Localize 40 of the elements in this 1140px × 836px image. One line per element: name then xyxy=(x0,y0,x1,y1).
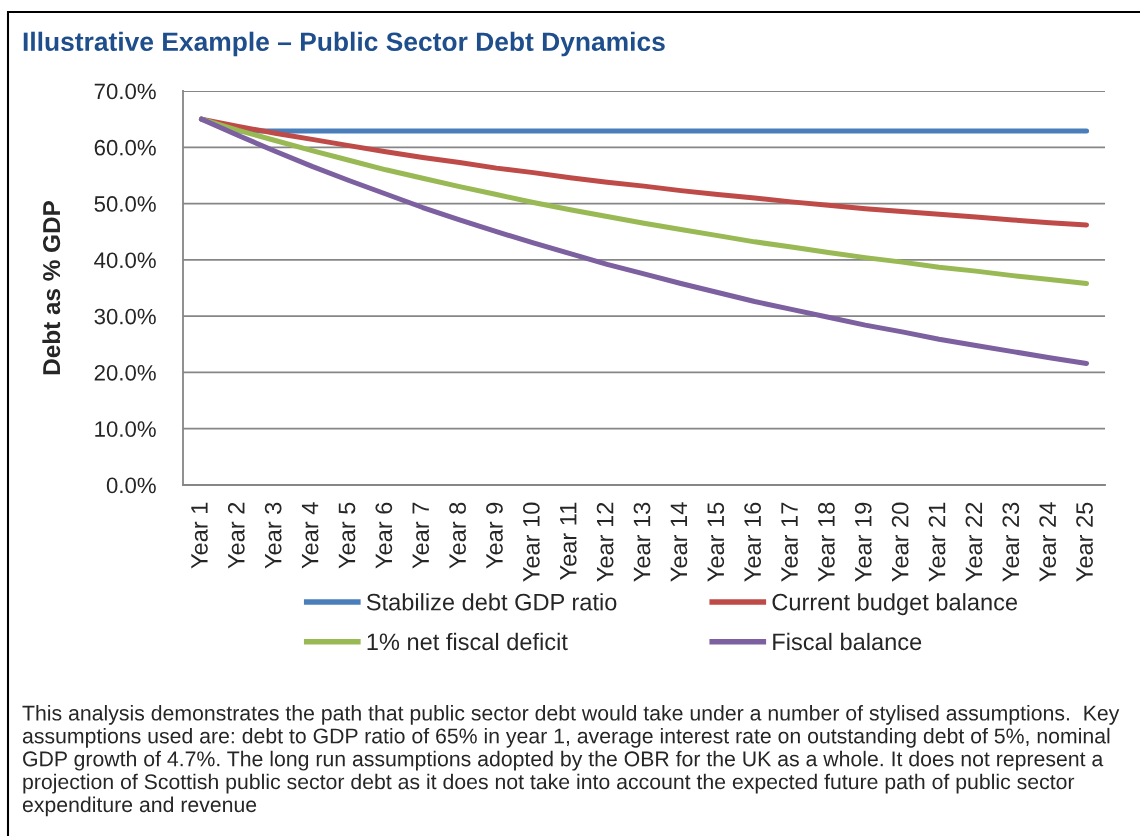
legend-label: Fiscal balance xyxy=(773,632,922,651)
y-tick-label: 50.0% xyxy=(94,196,156,212)
x-tick-label: Year 1 xyxy=(191,502,208,569)
x-tick-label: Year 25 xyxy=(1076,502,1093,582)
x-tick-label: Year 21 xyxy=(928,502,946,582)
x-tick-label: Year 10 xyxy=(522,502,540,582)
x-tick-label: Year 23 xyxy=(1002,502,1020,582)
x-tick-label: Year 6 xyxy=(375,502,393,569)
y-tick-label: 30.0% xyxy=(94,308,156,325)
y-tick-label: 60.0% xyxy=(94,139,156,156)
y-tick-label: 0.0% xyxy=(106,477,156,494)
x-tick-label: Year 18 xyxy=(818,502,835,582)
y-tick-label: 70.0% xyxy=(94,83,156,100)
x-tick-label: Year 7 xyxy=(412,502,430,569)
y-tick-label: 10.0% xyxy=(95,421,156,437)
legend-label: Current budget balance xyxy=(772,593,1018,616)
y-tick-label: 40.0% xyxy=(94,252,156,269)
x-tick-label: Year 15 xyxy=(707,502,725,582)
y-axis-title: Debt as % GDP xyxy=(42,201,61,375)
x-tick-label: Year 12 xyxy=(596,502,614,582)
x-tick-label: Year 3 xyxy=(264,502,282,569)
x-tick-label: Year 4 xyxy=(301,502,319,569)
x-tick-label: Year 24 xyxy=(1039,502,1057,582)
x-tick-label: Year 2 xyxy=(227,502,245,569)
x-tick-label: Year 14 xyxy=(670,502,688,582)
text: This analysis demonstrates the path that public sector debt would take under a number of stylised assumptions. Key assumptions used are: debt to GDP ratio of 65% in year 1, average interest rate on outstanding debt of 5%, nominal GDP growth of 4.7%. The long run assumptions adopted by the OBR for the UK as a whole. It does not represent a projection of Scottish public sector debt as it does not take into account the expected future path of public sector expenditure and revenue xyxy=(22,705,1120,817)
y-tick-label: 20.0% xyxy=(94,364,156,381)
x-tick-label: Year 9 xyxy=(486,502,503,569)
x-tick-label: Year 8 xyxy=(449,502,466,569)
legend-label: 1% net fiscal deficit xyxy=(367,632,568,651)
x-tick-label: Year 13 xyxy=(633,502,651,582)
x-tick-label: Year 19 xyxy=(854,502,872,582)
x-tick-label: Year 5 xyxy=(338,502,356,569)
x-tick-label: Year 20 xyxy=(891,502,909,582)
chart-title: Illustrative Example – Public Sector Debt Dynamics xyxy=(23,31,665,57)
x-tick-label: Year 17 xyxy=(781,502,798,582)
x-tick-label: Year 22 xyxy=(965,502,983,582)
x-tick-label: Year 16 xyxy=(744,502,761,582)
legend-label: Stabilize debt GDP ratio xyxy=(366,593,617,611)
x-tick-label: Year 11 xyxy=(560,502,577,580)
